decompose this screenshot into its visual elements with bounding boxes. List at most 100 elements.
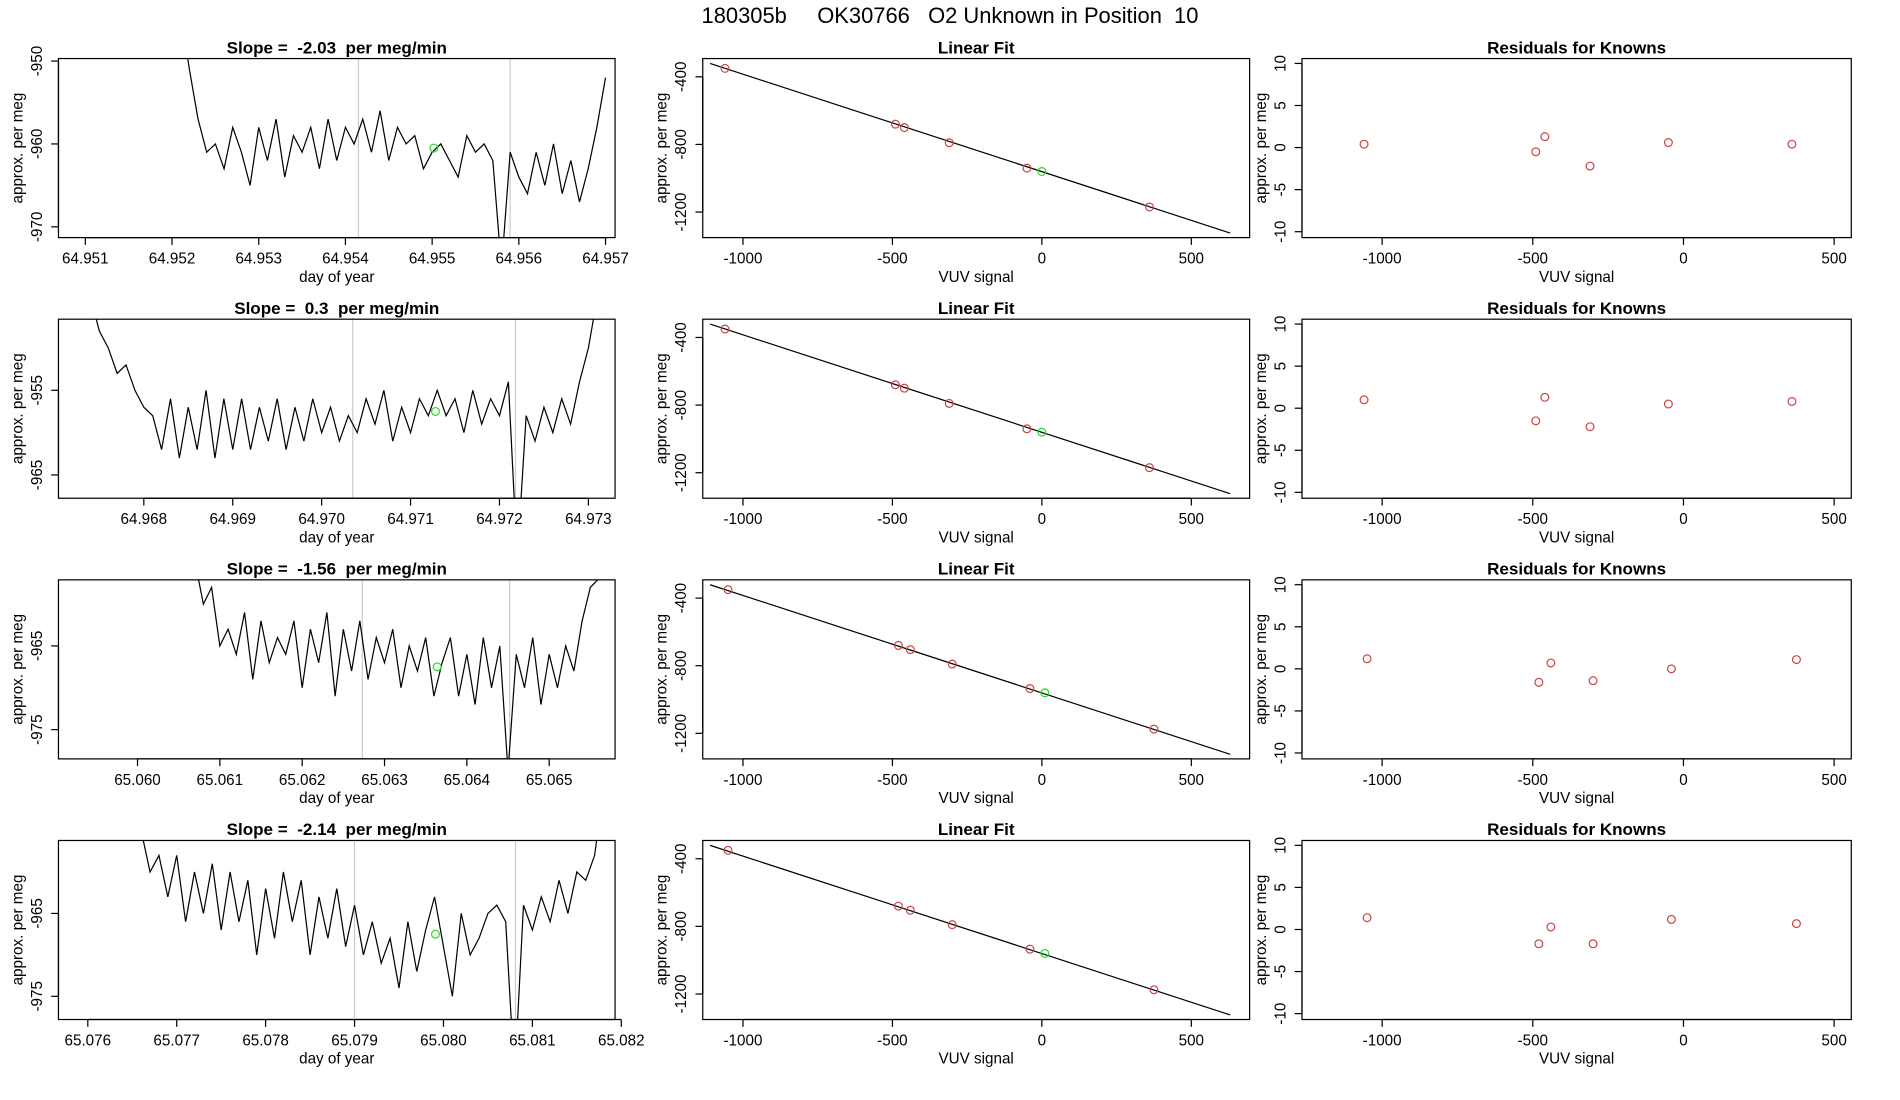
x-tick-label: -1000 [1363,772,1402,789]
page-title: 180305b OK30766 O2 Unknown in Position 1… [702,3,1199,28]
x-tick-label: 0 [1038,1032,1046,1049]
y-axis-label: approx. per meg [9,353,26,464]
plot-area [1362,913,1801,949]
scatter-point [1144,463,1154,473]
x-tick-label: 0 [1038,772,1046,789]
x-tick-label: -1000 [1363,511,1402,528]
y-tick-label: -955 [29,375,46,405]
plot-frame [1301,579,1852,760]
scatter-point [1588,676,1598,686]
y-tick-label: -5 [1272,965,1289,979]
scatter-point [1025,684,1035,694]
x-tick-label: 65.078 [242,1032,289,1049]
x-tick-label: 0 [1679,511,1687,528]
y-axis-label: approx. per meg [9,614,26,725]
x-tick-label: 64.968 [121,511,168,528]
y-tick-label: 0 [1272,665,1289,673]
y-axis-label: approx. per meg [654,93,671,204]
x-axis-label: VUV signal [939,1051,1014,1068]
plot-area [709,323,1231,495]
fit-line [709,844,1231,1016]
x-tick-label: -500 [1518,772,1548,789]
x-tick-label: -500 [877,772,907,789]
panel-title: Residuals for Knowns [1487,820,1666,839]
x-tick-label: 500 [1179,251,1204,268]
panel-title: Linear Fit [938,820,1015,839]
scatter-point [1787,396,1797,406]
x-tick-label: 65.060 [114,772,161,789]
scatter-point [1546,658,1556,668]
y-tick-label: -965 [29,898,46,928]
panel: Slope = 0.3 per meg/min 64.968 64.969 64.97… [9,299,616,546]
y-axis-label: approx. per meg [9,93,26,204]
scatter-point [1663,138,1673,148]
scatter-point [1362,654,1372,664]
scatter-point [1585,161,1595,171]
plot-frame [1301,57,1852,239]
x-tick-label: 64.972 [476,511,523,528]
y-tick-label: -10 [1272,221,1289,243]
plot-area [709,844,1231,1016]
panel: Slope = -2.14 per meg/min 65.076 65.077 65.… [9,820,644,1068]
x-tick-label: -1000 [723,772,762,789]
panel-title: Slope = -1.56 per meg/min [227,560,447,579]
panel-title: Linear Fit [938,299,1015,318]
panel: Linear Fit -1000 -500 0 500 VUV signal -400 -80… [654,820,1251,1068]
panel: Residuals for Knowns -1000 -500 0 500 VUV sig… [1253,560,1852,807]
y-tick-label: 10 [1272,576,1289,593]
y-tick-label: -400 [673,844,690,874]
x-tick-label: 65.061 [197,772,244,789]
scatter-point [905,905,915,915]
x-tick-label: 64.954 [322,251,369,268]
scatter-point [899,123,909,133]
plot-area [709,584,1231,755]
y-tick-label: 0 [1272,404,1289,412]
scatter-point [1585,422,1595,432]
x-axis-label: VUV signal [1539,269,1614,286]
y-axis-label: approx. per meg [654,614,671,725]
scatter-point [1588,939,1598,949]
panel-title: Linear Fit [938,560,1015,579]
scatter-point [944,398,954,408]
scatter-point [1663,399,1673,409]
data-line [197,579,599,759]
y-tick-label: -800 [673,129,690,159]
y-tick-label: -400 [673,583,690,613]
y-tick-label: -1200 [673,193,690,232]
plot-area [187,58,607,238]
x-tick-label: 64.952 [149,251,196,268]
y-tick-label: -400 [673,322,690,352]
scatter-point [723,845,733,855]
y-tick-label: 10 [1272,55,1289,72]
panel: Residuals for Knowns -1000 -500 0 500 VUV sig… [1253,820,1852,1068]
x-tick-label: -500 [1518,1032,1548,1049]
y-tick-label: -800 [673,390,690,420]
x-tick-label: 64.973 [565,511,612,528]
y-tick-label: 0 [1272,143,1289,151]
y-tick-label: 5 [1272,101,1289,109]
scatter-point [720,324,730,334]
scatter-point [890,380,900,390]
y-axis-label: approx. per meg [1253,875,1270,986]
panel: Residuals for Knowns -1000 -500 0 500 VUV sig… [1253,299,1852,546]
x-tick-label: 64.955 [409,251,456,268]
data-line [95,319,595,499]
x-tick-label: 65.080 [420,1032,467,1049]
fit-line [709,323,1231,495]
plot-frame [702,839,1251,1021]
x-tick-label: 64.956 [496,251,543,268]
y-axis-label: approx. per meg [1253,93,1270,204]
x-axis-label: day of year [299,1051,374,1068]
x-tick-label: 65.077 [153,1032,200,1049]
scatter-point [944,138,954,148]
fit-line [709,584,1231,755]
panel: Linear Fit -1000 -500 0 500 VUV signal -400 -80… [654,299,1251,546]
x-tick-label: 500 [1179,772,1204,789]
y-axis-label: approx. per meg [9,875,26,986]
panel-title: Residuals for Knowns [1487,560,1666,579]
plot-frame [57,318,616,499]
y-tick-label: -1200 [673,975,690,1014]
panel: Linear Fit -1000 -500 0 500 VUV signal -400 -80… [654,38,1251,286]
